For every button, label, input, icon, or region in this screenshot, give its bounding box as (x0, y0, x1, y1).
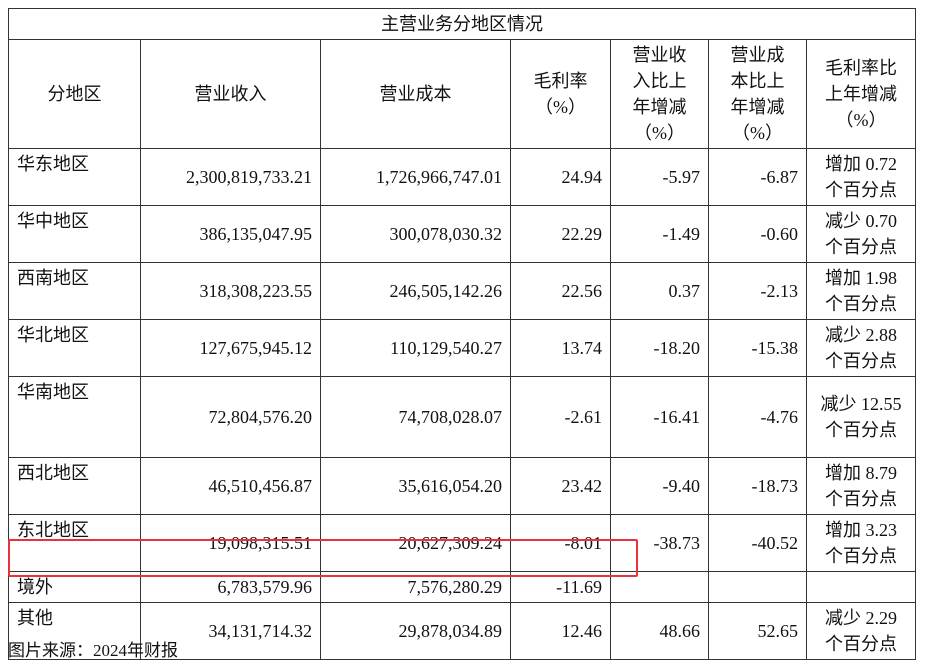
value-cell (805, 571, 917, 603)
source-note: 图片来源：2024年财报 (8, 641, 178, 660)
value-cell: -0.60 (708, 205, 807, 263)
value-cell: -6.87 (708, 148, 807, 206)
table-row: 华中地区 386,135,047.95 300,078,030.32 22.29 -1.… (8, 205, 917, 263)
header-cell: 营业成本比上年增减（%） (708, 39, 807, 149)
value-cell (610, 571, 709, 603)
value-cell: 减少 2.88 个百分点 (805, 319, 917, 377)
value-cell: 29,878,034.89 (320, 602, 511, 660)
value-cell: 增加 3.23 个百分点 (805, 514, 917, 572)
value-cell: 19,098,315.51 (140, 514, 321, 572)
value-cell: 12.46 (510, 602, 611, 660)
value-cell: 34,131,714.32 (140, 602, 321, 660)
region-table: 主营业务分地区情况 分地区 营业收入 营业成本 毛利率（%） 营业收入比上年增减（%）营… (7, 8, 917, 660)
value-cell: 1,726,966,747.01 (320, 148, 511, 206)
header-cell: 分地区 (8, 39, 141, 149)
region-cell: 其他 (8, 602, 141, 660)
value-cell: 增加 0.72 个百分点 (805, 148, 917, 206)
region-cell: 华中地区 (8, 205, 141, 263)
value-cell: -18.20 (610, 319, 709, 377)
region-cell: 西北地区 (8, 457, 141, 515)
value-cell: -11.69 (510, 571, 611, 603)
table-title: 主营业务分地区情况 (7, 8, 917, 40)
value-cell: 35,616,054.20 (320, 457, 511, 515)
value-cell: 6,783,579.96 (140, 571, 321, 603)
value-cell: -16.41 (610, 376, 709, 458)
region-cell: 境外 (8, 571, 141, 603)
value-cell: 72,804,576.20 (140, 376, 321, 458)
value-cell: -9.40 (610, 457, 709, 515)
value-cell: 7,576,280.29 (320, 571, 511, 603)
value-cell: 22.29 (510, 205, 611, 263)
value-cell: -8.01 (510, 514, 611, 572)
value-cell: 23.42 (510, 457, 611, 515)
header-cell: 毛利率（%） (510, 39, 611, 149)
value-cell: -40.52 (708, 514, 807, 572)
value-cell: -4.76 (708, 376, 807, 458)
value-cell: 减少 2.29 个百分点 (805, 602, 917, 660)
region-cell: 华南地区 (8, 376, 141, 458)
value-cell: 0.37 (610, 262, 709, 320)
value-cell: -18.73 (708, 457, 807, 515)
value-cell: 386,135,047.95 (140, 205, 321, 263)
table-row: 华北地区 127,675,945.12 110,129,540.27 13.74 -18… (8, 319, 917, 377)
table-row: 华南地区 72,804,576.20 74,708,028.07 -2.61 -16.4… (8, 376, 917, 458)
header-row: 分地区 营业收入 营业成本 毛利率（%） 营业收入比上年增减（%） 营业成本比上年增减（%… (8, 39, 917, 149)
value-cell: 46,510,456.87 (140, 457, 321, 515)
value-cell: 127,675,945.12 (140, 319, 321, 377)
table-row: 其他 34,131,714.32 29,878,034.89 12.46 48.66 52… (8, 602, 917, 660)
table-row: 西南地区 318,308,223.55 246,505,142.26 22.56 0.3… (8, 262, 917, 320)
value-cell: 2,300,819,733.21 (140, 148, 321, 206)
table-row: 境外 6,783,579.96 7,576,280.29 -11.69 (8, 571, 917, 603)
value-cell: 20,627,309.24 (320, 514, 511, 572)
value-cell: 74,708,028.07 (320, 376, 511, 458)
value-cell: 246,505,142.26 (320, 262, 511, 320)
value-cell: 48.66 (610, 602, 709, 660)
header-cell: 毛利率比上年增减（%） (805, 39, 917, 149)
value-cell: 增加 8.79 个百分点 (805, 457, 917, 515)
table-row: 西北地区 46,510,456.87 35,616,054.20 23.42 -9.40… (8, 457, 917, 515)
region-cell: 西南地区 (8, 262, 141, 320)
value-cell: 22.56 (510, 262, 611, 320)
value-cell: 24.94 (510, 148, 611, 206)
value-cell: 318,308,223.55 (140, 262, 321, 320)
value-cell: -2.13 (708, 262, 807, 320)
value-cell: 300,078,030.32 (320, 205, 511, 263)
region-cell: 华东地区 (8, 148, 141, 206)
value-cell: -1.49 (610, 205, 709, 263)
value-cell: 增加 1.98 个百分点 (805, 262, 917, 320)
value-cell: -15.38 (708, 319, 807, 377)
header-cell: 营业收入 (140, 39, 321, 149)
value-cell: 减少 0.70 个百分点 (805, 205, 917, 263)
table-row: 华东地区 2,300,819,733.21 1,726,966,747.01 24.9… (8, 148, 917, 206)
value-cell: 减少 12.55 个百分点 (805, 376, 917, 458)
value-cell: -2.61 (510, 376, 611, 458)
region-cell: 东北地区 (8, 514, 141, 572)
value-cell: 52.65 (708, 602, 807, 660)
value-cell: -5.97 (610, 148, 709, 206)
region-cell: 华北地区 (8, 319, 141, 377)
header-cell: 营业成本 (320, 39, 511, 149)
value-cell: 13.74 (510, 319, 611, 377)
value-cell (708, 571, 807, 603)
value-cell: 110,129,540.27 (320, 319, 511, 377)
header-cell: 营业收入比上年增减（%） (610, 39, 709, 149)
value-cell: -38.73 (610, 514, 709, 572)
table-row: 东北地区 19,098,315.51 20,627,309.24 -8.01 -38.7… (8, 514, 917, 572)
